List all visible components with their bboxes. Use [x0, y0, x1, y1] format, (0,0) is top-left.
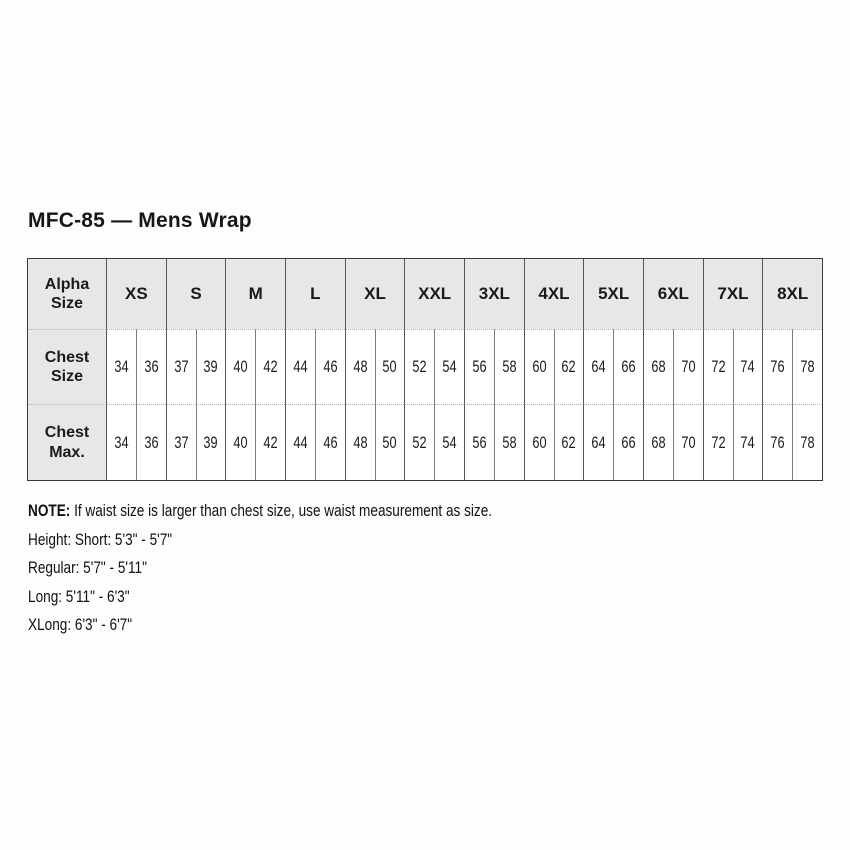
- size-header-l: L: [285, 259, 345, 329]
- chest-max-value: 40: [225, 404, 256, 480]
- page-title: MFC-85 — Mens Wrap: [28, 209, 252, 232]
- chest-size-value: 68: [643, 329, 673, 404]
- chest-max-value: 54: [434, 404, 464, 480]
- chest-size-value: 62: [553, 329, 584, 404]
- chest-size-value: 44: [285, 329, 315, 404]
- chest-size-value: 36: [135, 329, 166, 404]
- chest-size-value: 34: [106, 329, 136, 404]
- chest-size-value: 72: [702, 329, 733, 404]
- chest-size-value: 48: [344, 329, 375, 404]
- size-header-5xl: 5XL: [583, 259, 643, 329]
- chest-max-value: 78: [792, 404, 822, 480]
- chest-max-value: 50: [374, 404, 405, 480]
- chest-size-value: 74: [732, 329, 763, 404]
- chest-size-value: 78: [792, 329, 822, 404]
- chest-size-value: 54: [434, 329, 464, 404]
- chest-size-value: 37: [165, 329, 196, 404]
- chest-max-value: 72: [702, 404, 733, 480]
- chest-max-value: 52: [404, 404, 435, 480]
- chest-size-value: 66: [613, 329, 643, 404]
- size-table: Alpha Size XS S M L XL XXL 3XL 4XL 5XL 6XL 7XL 8XL Ch…: [27, 258, 823, 481]
- size-header-s: S: [165, 259, 226, 329]
- chest-max-value: 44: [285, 404, 315, 480]
- size-header-m: M: [225, 259, 285, 329]
- note-height-long: Long: 5'11" - 6'3": [28, 586, 130, 606]
- note-label: NOTE:: [28, 501, 71, 520]
- alpha-size-header: Alpha Size: [28, 259, 106, 329]
- size-header-6xl: 6XL: [643, 259, 703, 329]
- size-header-4xl: 4XL: [523, 259, 584, 329]
- size-header-8xl: 8XL: [762, 259, 822, 329]
- chest-max-value: 48: [344, 404, 375, 480]
- chest-max-value: 74: [732, 404, 763, 480]
- chest-size-value: 56: [464, 329, 494, 404]
- notes-block: NOTE: If waist size is larger than chest…: [28, 501, 588, 645]
- chest-size-value: 52: [404, 329, 435, 404]
- chest-size-value: 58: [493, 329, 524, 404]
- note-waist: NOTE: If waist size is larger than chest…: [28, 501, 492, 521]
- chest-size-value: 40: [225, 329, 256, 404]
- chest-size-value: 46: [314, 329, 345, 404]
- chest-max-value: 64: [583, 404, 614, 480]
- chest-size-value: 76: [762, 329, 793, 404]
- chest-max-value: 62: [553, 404, 584, 480]
- chest-max-value: 42: [255, 404, 285, 480]
- chest-max-value: 36: [135, 404, 166, 480]
- chest-max-value: 68: [643, 404, 673, 480]
- chest-max-value: 58: [493, 404, 524, 480]
- chest-size-value: 64: [583, 329, 614, 404]
- note-text: If waist size is larger than chest size,…: [70, 501, 493, 520]
- note-height-regular: Regular: 5'7" - 5'11": [28, 558, 147, 577]
- chest-size-label: Chest Size: [28, 329, 106, 404]
- size-header-xl: XL: [344, 259, 405, 329]
- chest-size-value: 50: [374, 329, 405, 404]
- chest-size-value: 39: [195, 329, 226, 404]
- chest-max-value: 76: [762, 404, 793, 480]
- size-header-xxl: XXL: [404, 259, 464, 329]
- note-height-short: Height: Short: 5'3" - 5'7": [28, 529, 173, 549]
- chest-size-value: 60: [523, 329, 554, 404]
- note-height-xlong: XLong: 6'3" - 6'7": [28, 615, 133, 634]
- chest-size-value: 70: [672, 329, 703, 404]
- chest-max-value: 60: [523, 404, 554, 480]
- chest-max-value: 39: [195, 404, 226, 480]
- chest-size-value: 42: [255, 329, 285, 404]
- chest-max-value: 56: [464, 404, 494, 480]
- size-header-3xl: 3XL: [464, 259, 524, 329]
- size-header-xs: XS: [106, 259, 166, 329]
- chest-max-value: 34: [106, 404, 136, 480]
- chest-max-value: 37: [165, 404, 196, 480]
- chest-max-value: 66: [613, 404, 643, 480]
- chest-max-label: Chest Max.: [28, 404, 106, 480]
- chest-max-value: 46: [314, 404, 345, 480]
- chest-max-value: 70: [672, 404, 703, 480]
- size-header-7xl: 7XL: [702, 259, 763, 329]
